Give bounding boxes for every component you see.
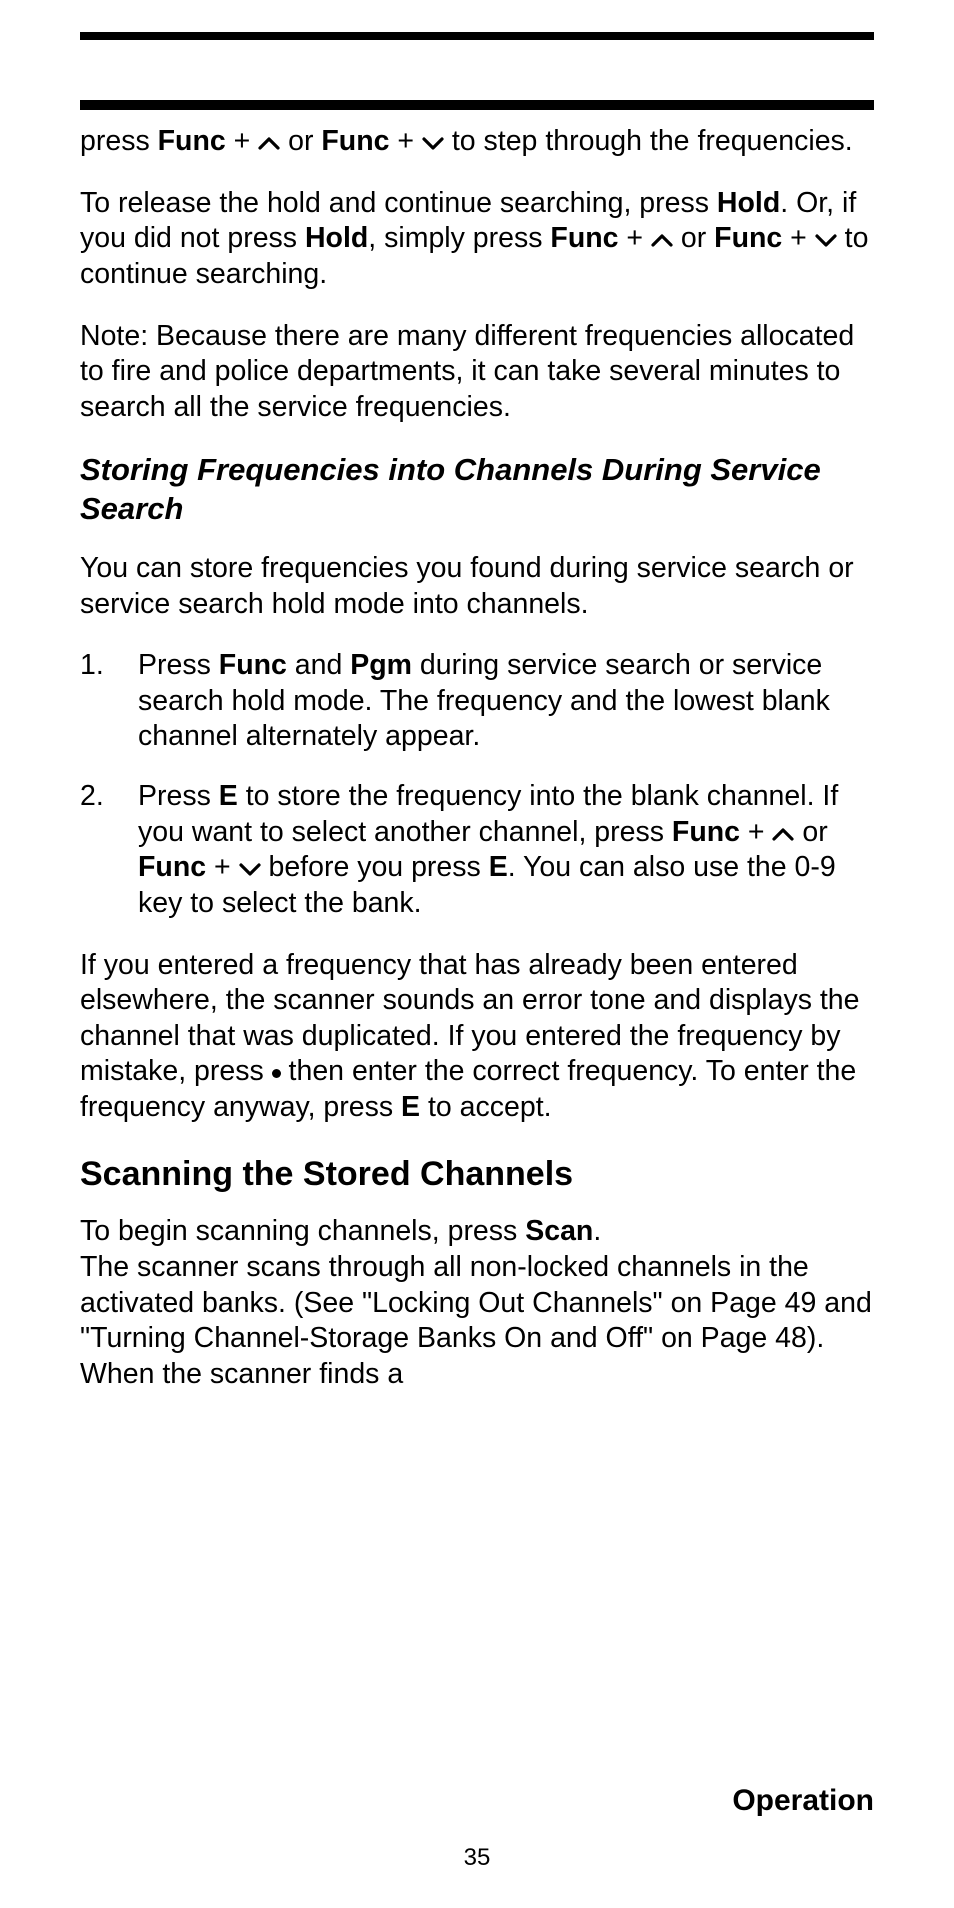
chevron-down-icon xyxy=(815,231,837,249)
chevron-down-icon xyxy=(239,860,261,878)
text: or xyxy=(280,125,321,157)
text: The scanner scans through all non-locked… xyxy=(80,1251,872,1390)
text: Press xyxy=(138,780,219,812)
text: + xyxy=(740,816,772,848)
chevron-up-icon xyxy=(772,825,794,843)
step-number: 2. xyxy=(80,779,104,815)
paragraph-begin-scanning: To begin scanning channels, press Scan. … xyxy=(80,1214,874,1392)
step-2: 2. Press E to store the frequency into t… xyxy=(80,779,874,922)
key-hold: Hold xyxy=(717,187,780,219)
footer-section-label: Operation xyxy=(732,1784,874,1818)
key-func: Func xyxy=(714,222,782,254)
text: before you press xyxy=(261,851,489,883)
key-func: Func xyxy=(138,851,206,883)
top-rule-thick xyxy=(80,32,874,40)
chevron-down-icon xyxy=(422,134,444,152)
text: Press xyxy=(138,649,219,681)
text: to accept. xyxy=(420,1091,552,1123)
step-1: 1. Press Func and Pgm during service sea… xyxy=(80,648,874,755)
text: to step through the frequencies. xyxy=(444,125,853,157)
text: or xyxy=(794,816,827,848)
top-rule-double xyxy=(80,100,874,110)
key-func: Func xyxy=(550,222,618,254)
text: + xyxy=(619,222,651,254)
text: or xyxy=(673,222,714,254)
paragraph-step-through: press Func + or Func + to step through t… xyxy=(80,124,874,160)
text: To begin scanning channels, press xyxy=(80,1215,525,1247)
chevron-up-icon xyxy=(258,134,280,152)
key-func: Func xyxy=(219,649,287,681)
page-number: 35 xyxy=(0,1844,954,1872)
key-hold: Hold xyxy=(305,222,368,254)
chevron-up-icon xyxy=(651,231,673,249)
step-number: 1. xyxy=(80,648,104,684)
text: + xyxy=(226,125,258,157)
paragraph-release-hold: To release the hold and continue searchi… xyxy=(80,186,874,293)
key-func: Func xyxy=(158,125,226,157)
text: press xyxy=(80,125,158,157)
key-e: E xyxy=(489,851,508,883)
text: . xyxy=(593,1215,601,1247)
paragraph-duplicate-warning: If you entered a frequency that has alre… xyxy=(80,948,874,1126)
key-pgm: Pgm xyxy=(350,649,412,681)
heading-scanning-stored: Scanning the Stored Channels xyxy=(80,1154,874,1195)
key-e: E xyxy=(219,780,238,812)
key-func: Func xyxy=(672,816,740,848)
key-scan: Scan xyxy=(525,1215,593,1247)
text: To release the hold and continue searchi… xyxy=(80,187,717,219)
text: , simply press xyxy=(368,222,550,254)
paragraph-intro-store: You can store frequencies you found duri… xyxy=(80,551,874,622)
text: + xyxy=(389,125,421,157)
key-func: Func xyxy=(321,125,389,157)
text: + xyxy=(206,851,238,883)
steps-list: 1. Press Func and Pgm during service sea… xyxy=(80,648,874,921)
heading-storing-frequencies: Storing Frequencies into Channels During… xyxy=(80,451,874,529)
manual-page: press Func + or Func + to step through t… xyxy=(0,0,954,1908)
text: + xyxy=(782,222,814,254)
paragraph-note: Note: Because there are many different f… xyxy=(80,319,874,426)
key-e: E xyxy=(401,1091,420,1123)
text: and xyxy=(287,649,350,681)
dot-icon xyxy=(272,1069,281,1078)
